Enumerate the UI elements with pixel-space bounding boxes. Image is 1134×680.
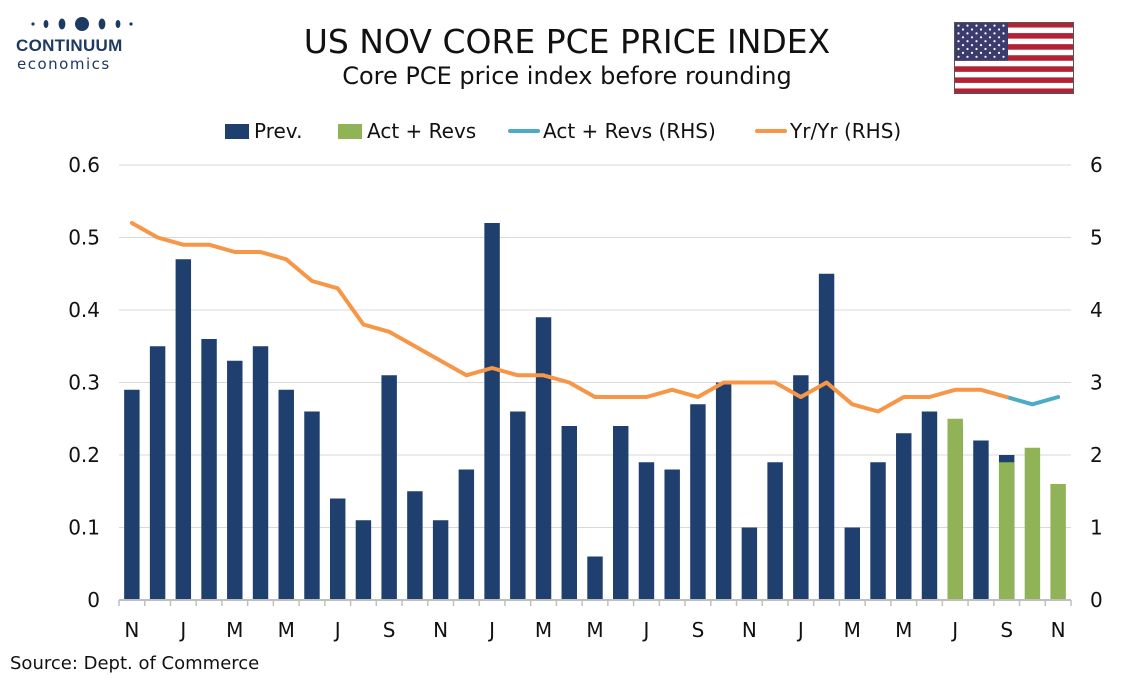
bar <box>227 360 243 600</box>
bar <box>690 404 706 600</box>
x-tick-label: M <box>278 618 295 642</box>
bar <box>252 346 269 600</box>
bar <box>973 440 989 600</box>
y-right-tick-label: 5 <box>1090 226 1103 250</box>
x-tick-label: J <box>796 618 804 642</box>
bar <box>844 527 861 600</box>
bar <box>124 389 140 600</box>
x-tick-label: N <box>742 618 757 642</box>
bar <box>535 317 552 600</box>
legend-label: Yr/Yr (RHS) <box>789 119 901 143</box>
y-right-tick-label: 4 <box>1090 298 1103 322</box>
bar <box>329 498 346 600</box>
y-left-tick-label: 0.4 <box>68 298 100 322</box>
legend-swatch <box>225 124 249 139</box>
y-left-tick-label: 0 <box>87 588 100 612</box>
x-tick-label: J <box>950 618 958 642</box>
logo-dots-icon <box>31 17 133 31</box>
bar <box>432 520 449 600</box>
x-tick-label: M <box>895 618 912 642</box>
x-tick-label: N <box>433 618 448 642</box>
y-right-tick-label: 6 <box>1090 153 1103 177</box>
y-left-tick-label: 0.2 <box>68 443 100 467</box>
source-note: Source: Dept. of Commerce <box>10 653 260 674</box>
bar <box>381 375 397 600</box>
bar <box>715 382 732 600</box>
bar <box>587 556 603 600</box>
bar <box>767 462 783 600</box>
bar <box>793 375 809 600</box>
x-tick-label: J <box>642 618 650 642</box>
lines <box>129 221 1061 414</box>
bar <box>407 491 423 600</box>
bar <box>175 259 192 600</box>
bar <box>484 223 500 600</box>
bar <box>870 462 886 600</box>
bar <box>304 411 320 600</box>
bars <box>124 223 1066 600</box>
axes: 0 0.1 0.2 0.3 0.4 0.5 0.6 0 1 2 3 4 5 6 N J M M J S N J M M J S N J… <box>68 153 1103 642</box>
brand-tagline: economics <box>17 55 111 73</box>
x-tick-label: M <box>844 618 861 642</box>
y-left-tick-label: 0.6 <box>68 153 100 177</box>
chart-subtitle: Core PCE price index before rounding <box>342 62 792 90</box>
legend-label: Prev. <box>254 119 302 143</box>
y-left-tick-label: 0.3 <box>68 371 100 395</box>
legend-label: Act + Revs <box>367 119 476 143</box>
series-line <box>129 221 1009 414</box>
gridlines <box>119 164 1071 528</box>
y-left-tick-label: 0.1 <box>68 516 100 540</box>
x-tick-label: N <box>124 618 139 642</box>
y-right-tick-label: 3 <box>1090 371 1103 395</box>
x-tick-label: M <box>226 618 243 642</box>
x-tick-label: M <box>586 618 603 642</box>
x-tick-label: N <box>1051 618 1066 642</box>
us-flag-icon <box>954 22 1074 94</box>
y-right-tick-label: 0 <box>1090 588 1103 612</box>
bar <box>458 469 475 600</box>
bar <box>561 426 577 600</box>
x-tick-label: S <box>383 618 396 642</box>
x-tick-label: J <box>333 618 341 642</box>
bar <box>896 433 912 600</box>
bar <box>1024 447 1041 600</box>
bar <box>638 462 655 600</box>
bar <box>149 346 166 600</box>
bar <box>278 389 294 600</box>
y-left-tick-label: 0.5 <box>68 226 100 250</box>
bar <box>741 527 758 600</box>
y-right-tick-label: 2 <box>1090 443 1103 467</box>
bar <box>998 462 1015 600</box>
bar <box>1050 484 1066 600</box>
x-tick-label: S <box>1000 618 1013 642</box>
chart-title: US NOV CORE PCE PRICE INDEX <box>303 22 831 61</box>
x-tick-label: J <box>487 618 495 642</box>
y-right-tick-label: 1 <box>1090 516 1103 540</box>
brand-name: CONTINUUM <box>16 36 123 55</box>
bar <box>921 411 938 600</box>
bar <box>818 273 835 600</box>
bar <box>947 418 963 600</box>
legend: Prev. Act + Revs Act + Revs (RHS) Yr/Yr (RH… <box>225 119 901 143</box>
legend-label: Act + Revs (RHS) <box>543 119 716 143</box>
brand-logo: CONTINUUM economics <box>12 14 142 76</box>
bar <box>613 426 629 600</box>
x-tick-label: M <box>535 618 552 642</box>
x-tick-label: S <box>692 618 705 642</box>
x-tick-label: J <box>178 618 186 642</box>
bar <box>201 339 217 600</box>
bar <box>510 411 526 600</box>
bar <box>355 520 372 600</box>
bar <box>664 469 680 600</box>
legend-swatch <box>338 124 362 139</box>
series-line <box>1004 395 1061 407</box>
